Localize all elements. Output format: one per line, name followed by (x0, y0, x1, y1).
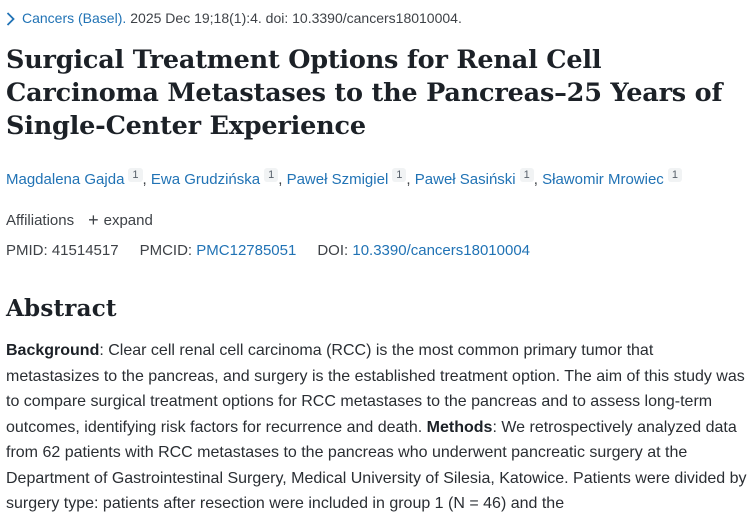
abstract-heading: Abstract (6, 295, 117, 322)
methods-label: Methods (426, 418, 493, 436)
expand-label: expand (103, 212, 153, 229)
pmcid-label: PMCID: (139, 242, 193, 259)
pmid-label: PMID: (6, 242, 48, 259)
doi-group: DOI: 10.3390/cancers18010004 (317, 242, 530, 259)
affiliations-row: Affiliations + expand (6, 210, 745, 230)
page-title: Surgical Treatment Options for Renal Cel… (6, 45, 723, 141)
author-affiliation-sup[interactable]: 1 (667, 168, 682, 182)
author-affiliation-sup[interactable]: 1 (128, 168, 143, 182)
affiliations-expand-button[interactable]: + expand (88, 210, 153, 230)
author-link[interactable]: Paweł Szmigiel (286, 171, 389, 188)
plus-icon: + (88, 210, 99, 230)
doi-link[interactable]: 10.3390/cancers18010004 (352, 242, 531, 259)
identifiers-row: PMID: 41514517 PMCID: PMC12785051 DOI: 10.… (6, 242, 745, 259)
citation-text: 2025 Dec 19;18(1):4. doi: 10.3390/cancer… (130, 10, 462, 26)
citation-bar: Cancers (Basel). 2025 Dec 19;18(1):4. do… (6, 10, 745, 27)
background-label: Background (6, 342, 100, 359)
author-link[interactable]: Magdalena Gajda (6, 171, 125, 188)
author-link[interactable]: Paweł Sasiński (414, 171, 516, 188)
abstract-paragraph: Background: Clear cell renal cell carcin… (6, 338, 748, 517)
journal-link[interactable]: Cancers (Basel). (22, 10, 127, 26)
author-separator: , (142, 171, 151, 188)
pmid-value: 41514517 (51, 242, 119, 259)
background-text: : Clear cell renal cell carcinoma (RCC) … (6, 342, 745, 436)
doi-label: DOI: (317, 242, 349, 259)
author-separator: , (533, 171, 543, 188)
author-affiliation-sup[interactable]: 1 (264, 168, 279, 182)
author-separator: , (278, 171, 287, 188)
affiliations-label: Affiliations (6, 212, 75, 229)
author-link[interactable]: Ewa Grudzińska (150, 171, 261, 188)
pmcid-group: PMCID: PMC12785051 (140, 242, 297, 259)
author-link[interactable]: Sławomir Mrowiec (542, 171, 664, 188)
journal-toggle-chevron-icon[interactable] (6, 11, 15, 26)
author-affiliation-sup[interactable]: 1 (519, 168, 534, 182)
pmid-group: PMID: 41514517 (6, 242, 119, 259)
pmcid-link[interactable]: PMC12785051 (196, 242, 297, 259)
author-affiliation-sup[interactable]: 1 (392, 168, 407, 182)
author-separator: , (406, 171, 415, 188)
author-list: Magdalena Gajda 1, Ewa Grudzińska 1, Paweł… (6, 168, 745, 191)
